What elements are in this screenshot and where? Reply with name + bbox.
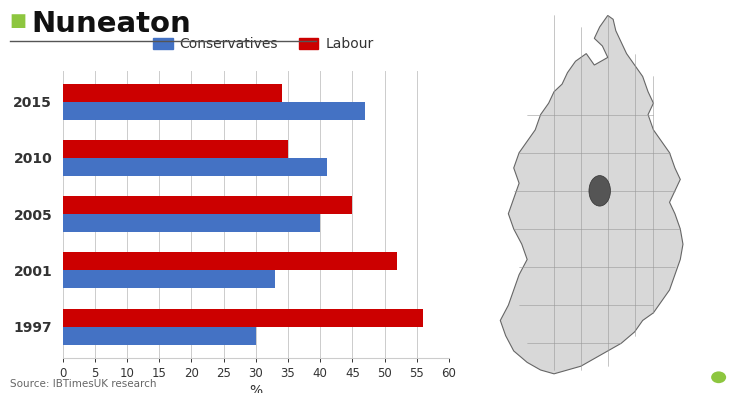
Polygon shape	[500, 15, 683, 374]
Bar	[63, 252, 397, 270]
Bar	[63, 158, 327, 176]
Bar	[63, 214, 320, 232]
X-axis label: %: %	[250, 384, 262, 393]
Bar	[63, 270, 275, 288]
Bar	[63, 102, 365, 120]
Text: IBT: IBT	[689, 356, 710, 370]
Legend: Conservatives, Labour: Conservatives, Labour	[148, 32, 379, 57]
Bar	[63, 84, 281, 102]
Circle shape	[711, 371, 726, 383]
Circle shape	[589, 176, 610, 206]
Bar	[63, 327, 256, 345]
Text: ■: ■	[10, 12, 26, 30]
Bar	[63, 196, 353, 214]
Text: Source: IBTimesUK research: Source: IBTimesUK research	[10, 379, 156, 389]
Bar	[63, 309, 423, 327]
Text: Nuneaton: Nuneaton	[31, 10, 191, 38]
Bar	[63, 140, 288, 158]
